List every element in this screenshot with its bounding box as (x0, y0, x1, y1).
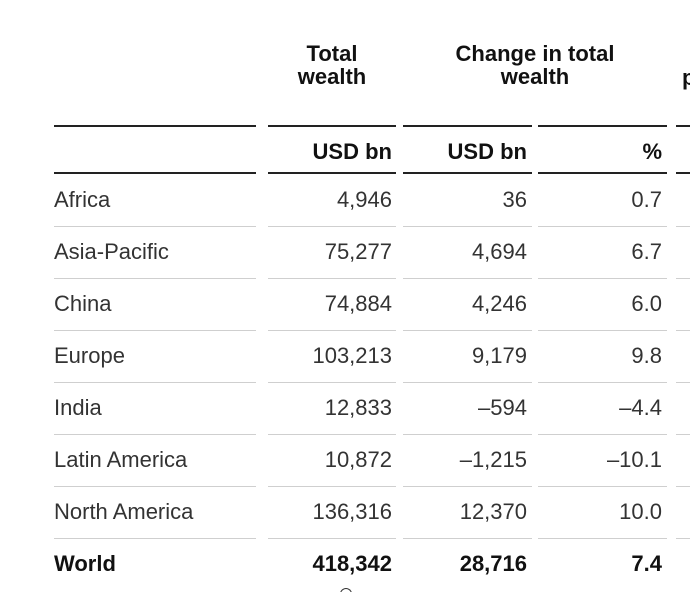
cell-total: 4,946 (336, 187, 392, 212)
header-change-total-wealth: Change in total wealth (403, 42, 667, 88)
units-rule-label (54, 172, 256, 174)
units-rule-change-usd (403, 172, 532, 174)
cell-total: 12,833 (324, 395, 392, 420)
cell-total: 75,277 (324, 239, 392, 264)
table-row-europe: Europe 103,213 9,179 9.8 (0, 330, 690, 382)
cell-region: Africa (54, 187, 111, 212)
cell-region: North America (54, 499, 194, 524)
top-rule-total (268, 125, 396, 127)
cell-change: –1,215 (459, 447, 527, 472)
top-rule-label (54, 125, 256, 127)
cell-change: –594 (478, 395, 527, 420)
header-change-text: Change in total wealth (455, 41, 615, 89)
cell-total: 74,884 (324, 291, 392, 316)
cell-change: 12,370 (459, 499, 527, 524)
cell-total: 10,872 (324, 447, 392, 472)
cell-total: 103,213 (312, 343, 392, 368)
header-total-wealth: Total wealth (268, 42, 396, 88)
units-rule-change-pct (538, 172, 667, 174)
cell-region: Latin America (54, 447, 188, 472)
cell-region: Europe (54, 343, 125, 368)
cell-change: 36 (502, 187, 527, 212)
cell-pct: 7.4 (631, 551, 662, 576)
cell-pct: 6.0 (631, 291, 662, 316)
cell-region: India (54, 395, 102, 420)
top-rule-cut (676, 125, 690, 127)
unit-change-usd: USD bn (447, 139, 527, 164)
table-row-india: India 12,833 –594 –4.4 (0, 382, 690, 434)
top-rule-change-usd (403, 125, 532, 127)
cell-region: Asia-Pacific (54, 239, 169, 264)
cell-total: 136,316 (312, 499, 392, 524)
cell-pct: 6.7 (631, 239, 662, 264)
cell-change: 4,246 (471, 291, 527, 316)
unit-change-pct: % (642, 139, 662, 164)
table-row-africa: Africa 4,946 36 0.7 (0, 174, 690, 226)
cell-pct: –4.4 (619, 395, 662, 420)
units-rule-total (268, 172, 396, 174)
table-row-world: World 418,342 28,716 7.4 (0, 538, 690, 590)
header-cut-off: p (682, 65, 690, 90)
cell-pct: 0.7 (631, 187, 662, 212)
header-total-wealth-text: Total wealth (297, 41, 367, 89)
cell-change: 9,179 (471, 343, 527, 368)
cell-change: 4,694 (471, 239, 527, 264)
top-rule-change-pct (538, 125, 667, 127)
cell-pct: 9.8 (631, 343, 662, 368)
unit-total-wealth: USD bn (312, 139, 392, 164)
cell-total: 418,342 (312, 551, 392, 576)
table-row-asia-pacific: Asia-Pacific 75,277 4,694 6.7 (0, 226, 690, 278)
cell-pct: –10.1 (606, 447, 662, 472)
units-rule-cut (676, 172, 690, 174)
cell-region: World (54, 551, 116, 576)
table-row-china: China 74,884 4,246 6.0 (0, 278, 690, 330)
cell-region: China (54, 291, 112, 316)
cell-pct: 10.0 (619, 499, 662, 524)
table-row-north-america: North America 136,316 12,370 10.0 (0, 486, 690, 538)
cell-change: 28,716 (459, 551, 527, 576)
table-row-latin-america: Latin America 10,872 –1,215 –10.1 (0, 434, 690, 486)
